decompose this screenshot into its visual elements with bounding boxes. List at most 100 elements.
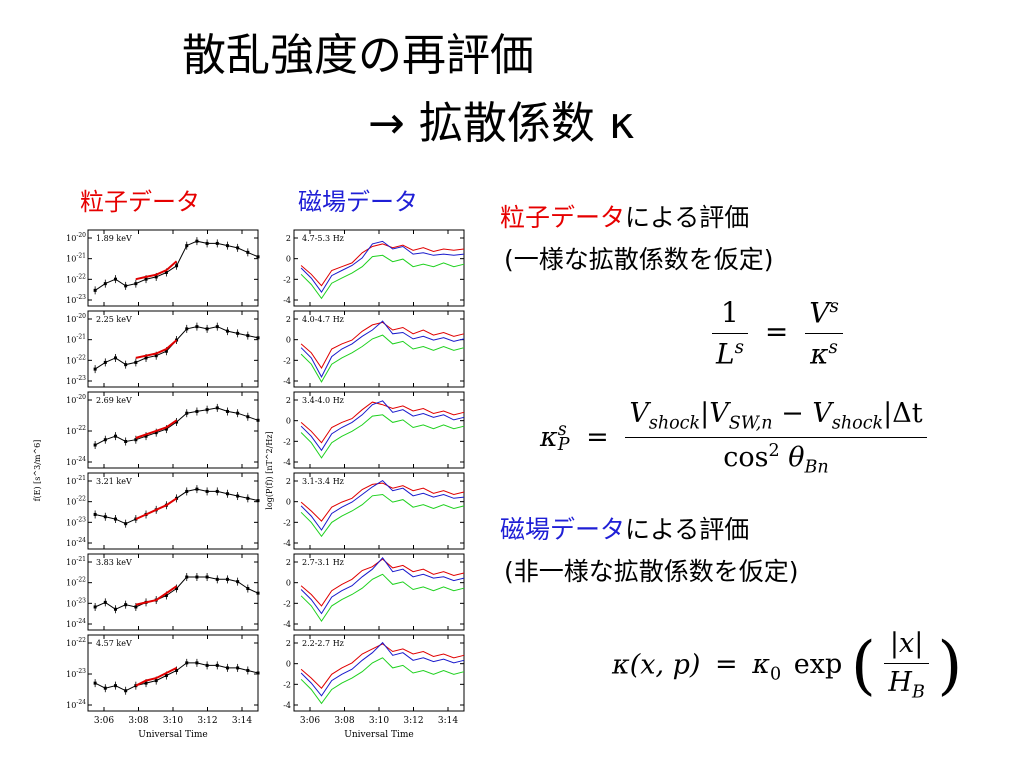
y-tick-label: 10-23 bbox=[66, 597, 86, 608]
data-point bbox=[164, 349, 168, 353]
panel-frame bbox=[87, 472, 259, 550]
y-tick-label: 0 bbox=[286, 417, 291, 426]
x-axis-label: Universal Time bbox=[138, 730, 207, 740]
slide-title-line1: 散乱強度の再評価 bbox=[182, 30, 534, 81]
data-point bbox=[236, 246, 240, 250]
panel-label: 2.2-2.7 Hz bbox=[302, 639, 344, 648]
field-data-heading: 磁場データ bbox=[298, 188, 418, 216]
panel-label: 4.57 keV bbox=[96, 639, 132, 648]
fit-line bbox=[135, 585, 178, 606]
data-point bbox=[154, 354, 158, 358]
data-point bbox=[93, 288, 97, 292]
data-point bbox=[103, 600, 107, 604]
series-line bbox=[300, 334, 465, 383]
eq1-equals: = bbox=[764, 314, 789, 348]
data-point bbox=[124, 439, 128, 443]
data-point bbox=[103, 515, 107, 519]
series-line bbox=[300, 240, 465, 293]
data-point bbox=[205, 241, 209, 245]
y-tick-label: 10-21 bbox=[66, 334, 86, 345]
x-axis-label: Universal Time bbox=[344, 730, 413, 740]
y-tick-label: 2 bbox=[286, 315, 291, 324]
field-eval-heading: 磁場データによる評価 bbox=[500, 510, 749, 546]
y-tick-label: -2 bbox=[283, 275, 291, 284]
y-tick-label: 10-20 bbox=[66, 394, 86, 405]
y-tick-label: -2 bbox=[283, 437, 291, 446]
data-point bbox=[195, 661, 199, 665]
data-point bbox=[195, 487, 199, 491]
x-tick-label: 3:08 bbox=[334, 716, 354, 726]
particle-data-chart: 10-20 10-21 10-22 10-23 1.89 keV 10-20 10-21 10… bbox=[33, 229, 260, 740]
particle-data-heading: 粒子データ bbox=[80, 188, 200, 216]
data-point bbox=[134, 605, 138, 609]
data-point bbox=[93, 512, 97, 516]
y-tick-label: 10-23 bbox=[66, 516, 86, 527]
data-point bbox=[225, 577, 229, 581]
panel-frame bbox=[87, 391, 259, 469]
y-axis-label: f(E) [s^3/m^6] bbox=[33, 440, 42, 502]
y-tick-label: 0 bbox=[286, 498, 291, 507]
data-point bbox=[185, 244, 189, 248]
eq3-exp: exp bbox=[793, 649, 843, 681]
data-point bbox=[236, 411, 240, 415]
data-point bbox=[103, 360, 107, 364]
data-point bbox=[134, 282, 138, 286]
data-point bbox=[164, 593, 168, 597]
series-line bbox=[300, 320, 465, 378]
data-point bbox=[113, 356, 117, 360]
data-point bbox=[175, 668, 179, 672]
eq1-rhs-num: Vs bbox=[809, 296, 839, 330]
eq1-rhs-fraction: Vs κs bbox=[805, 296, 843, 371]
data-point bbox=[246, 334, 250, 338]
series-line bbox=[300, 482, 465, 522]
y-tick-label: 10-22 bbox=[66, 354, 86, 365]
data-point bbox=[236, 580, 240, 584]
series-line bbox=[300, 657, 465, 705]
data-point bbox=[164, 427, 168, 431]
data-point bbox=[134, 360, 138, 364]
y-tick-label: -2 bbox=[283, 356, 291, 365]
eq3-num: |x| bbox=[889, 628, 924, 659]
y-tick-label: 10-24 bbox=[66, 537, 86, 548]
eq2-den: cos2 θBn bbox=[723, 441, 829, 478]
panel-label: 3.21 keV bbox=[96, 477, 132, 486]
data-point bbox=[205, 408, 209, 412]
data-point bbox=[205, 489, 209, 493]
panel-label: 3.1-3.4 Hz bbox=[302, 477, 344, 486]
data-point bbox=[215, 663, 219, 667]
fit-line bbox=[135, 497, 178, 521]
series-line bbox=[300, 643, 465, 689]
field-eval-colored: 磁場データ bbox=[500, 515, 626, 544]
eq2-num: Vshock|VSW,n − Vshock|Δt bbox=[629, 398, 923, 434]
data-point bbox=[215, 577, 219, 581]
y-tick-label: 10-21 bbox=[66, 475, 86, 486]
data-point bbox=[236, 331, 240, 335]
data-point bbox=[256, 671, 260, 675]
panel-frame bbox=[293, 553, 465, 631]
data-point bbox=[113, 434, 117, 438]
series-line bbox=[300, 243, 465, 287]
eq2-equals: = bbox=[586, 421, 609, 453]
equation-kappa-xp: κ(x, p) = κ0 exp ( |x| HB ) bbox=[612, 628, 963, 703]
y-tick-label: 0 bbox=[286, 579, 291, 588]
field-data-chart: 2 0 -2 -4 4.7-5.3 Hz 2 0 -2 -4 4.0-4.7 Hz 2 0 -2 -4 3.… bbox=[265, 229, 465, 740]
series-line bbox=[300, 573, 465, 622]
data-point bbox=[185, 327, 189, 331]
x-tick-label: 3:12 bbox=[403, 716, 423, 726]
data-point bbox=[93, 443, 97, 447]
data-point bbox=[124, 522, 128, 526]
y-tick-label: -4 bbox=[283, 377, 291, 386]
data-point bbox=[113, 607, 117, 611]
data-point bbox=[103, 438, 107, 442]
y-tick-label: 0 bbox=[286, 336, 291, 345]
y-tick-label: 10-22 bbox=[66, 496, 86, 507]
y-tick-label: 10-20 bbox=[66, 232, 86, 243]
data-point bbox=[246, 668, 250, 672]
data-point bbox=[93, 681, 97, 685]
data-point bbox=[225, 244, 229, 248]
eq2-fraction: Vshock|VSW,n − Vshock|Δt cos2 θBn bbox=[625, 398, 927, 479]
eq1-rhs-den: κs bbox=[810, 336, 838, 371]
y-tick-label: 10-23 bbox=[66, 294, 86, 305]
data-point bbox=[175, 420, 179, 424]
